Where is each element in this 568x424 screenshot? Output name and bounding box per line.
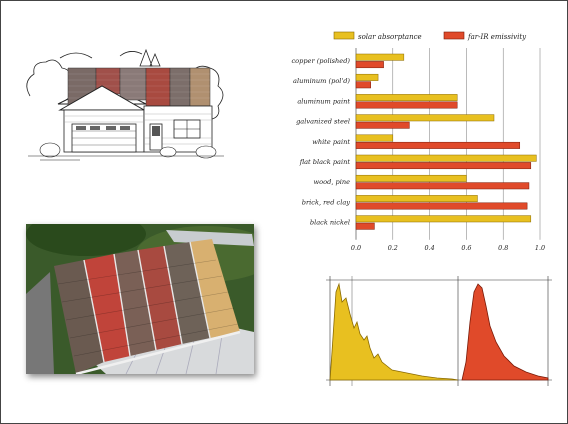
solar-spectrum-area <box>329 282 459 381</box>
tick-label-0.6: 0.6 <box>461 244 471 252</box>
bar-solar-4 <box>355 134 394 142</box>
category-label-6: wood, pine <box>314 178 351 186</box>
bar-ir-7 <box>355 202 528 210</box>
roof-test-photo <box>26 224 254 374</box>
category-label-4: white paint <box>312 138 350 146</box>
tick-label-0.4: 0.4 <box>425 244 435 252</box>
tick-label-0.8: 0.8 <box>498 244 508 252</box>
legend-label-solar: solar absorptance <box>358 33 422 41</box>
bar-solar-6 <box>355 174 467 182</box>
bar-solar-2 <box>355 94 458 102</box>
bar-ir-3 <box>355 121 410 129</box>
ir-spectrum-area <box>461 283 549 381</box>
bar-ir-5 <box>355 162 532 170</box>
bar-ir-4 <box>355 141 521 149</box>
bar-solar-8 <box>355 215 532 223</box>
bar-solar-1 <box>355 73 379 81</box>
bar-ir-2 <box>355 101 458 109</box>
legend-swatch-solar <box>333 31 355 40</box>
bar-ir-1 <box>355 81 371 89</box>
house-sketch <box>26 48 224 161</box>
bar-solar-7 <box>355 195 478 203</box>
bar-chart-category-labels: copper (polished) aluminum (pol'd) aluminu… <box>291 57 350 227</box>
tick-label-0.0: 0.0 <box>351 244 361 252</box>
category-label-5: flat black paint <box>299 158 351 166</box>
category-label-1: aluminum (pol'd) <box>293 77 350 85</box>
category-label-8: black nickel <box>310 219 350 227</box>
category-label-7: brick, red clay <box>302 198 350 206</box>
tick-label-1.0: 1.0 <box>535 244 545 252</box>
bar-chart-bars <box>355 53 537 230</box>
bar-ir-8 <box>355 222 375 230</box>
tick-label-0.2: 0.2 <box>388 244 398 252</box>
legend-swatch-ir <box>443 31 465 40</box>
legend-label-ir: far-IR emissivity <box>467 33 527 41</box>
bar-ir-0 <box>355 61 384 69</box>
bar-solar-5 <box>355 154 537 162</box>
bar-solar-0 <box>355 53 405 61</box>
bar-solar-3 <box>355 114 495 122</box>
category-label-2: aluminum paint <box>297 97 350 105</box>
legend: solar absorptance far-IR emissivity <box>333 31 527 41</box>
spectral-distribution-chart <box>326 276 552 386</box>
category-label-3: galvanized steel <box>296 118 350 126</box>
bar-ir-6 <box>355 182 530 190</box>
category-label-0: copper (polished) <box>291 57 350 65</box>
bar-chart-tick-labels: 0.0 0.2 0.4 0.6 0.8 1.0 <box>351 244 545 252</box>
absorptance-emissivity-bar-chart: solar absorptance far-IR emissivity copp… <box>291 31 545 252</box>
